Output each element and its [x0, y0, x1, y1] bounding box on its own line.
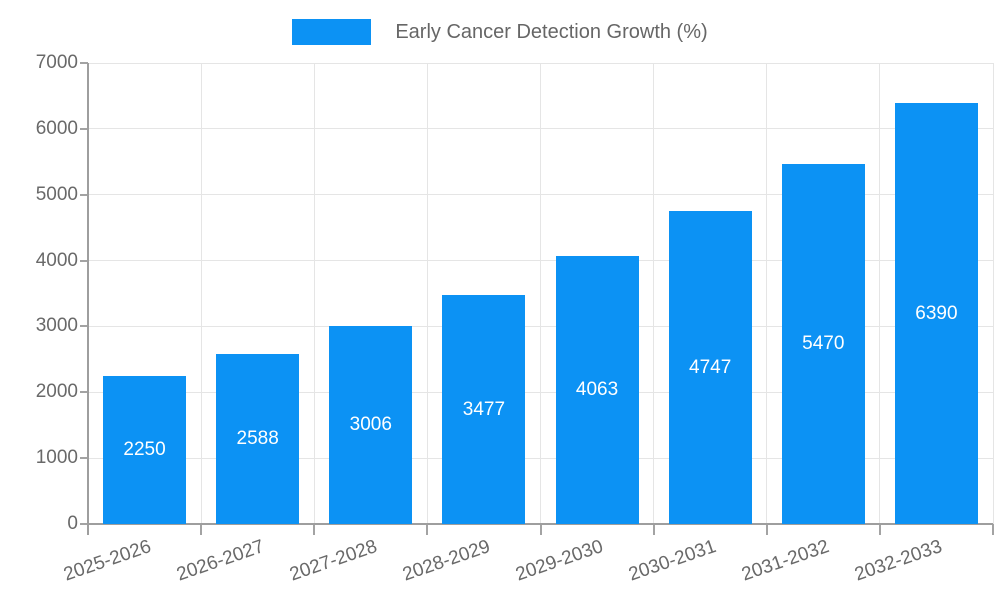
y-tick: [80, 325, 88, 328]
y-tick: [80, 62, 88, 64]
y-axis-tick-label: 7000: [35, 52, 78, 73]
x-gridline: [200, 63, 202, 524]
x-axis-tick-label: 2031-2032: [739, 536, 833, 586]
x-gridline: [879, 63, 881, 524]
x-axis-tick-label: 2027-2028: [286, 536, 380, 586]
bar-2028-2029: [442, 295, 526, 524]
y-tick: [80, 127, 88, 130]
y-axis-tick-label: 0: [67, 513, 78, 534]
x-tick: [878, 524, 881, 535]
x-gridline: [426, 63, 428, 524]
x-tick: [992, 524, 994, 535]
bar-value-label: 3477: [462, 398, 506, 420]
bar-value-label: 4063: [575, 379, 619, 401]
x-gridline: [313, 63, 315, 524]
x-axis-tick-label: 2025-2026: [60, 536, 154, 586]
bar-2026-2027: [216, 353, 300, 524]
bar-2030-2031: [668, 211, 752, 524]
legend-swatch: [292, 19, 372, 45]
y-axis-tick-label: 6000: [35, 117, 78, 139]
x-gridline: [766, 63, 768, 524]
y-tick: [80, 391, 88, 394]
bar-2031-2032: [781, 163, 865, 524]
y-tick: [80, 457, 88, 460]
x-axis-line: [88, 523, 993, 525]
bar-2025-2026: [103, 375, 187, 524]
y-tick: [80, 193, 88, 196]
y-axis-tick-label: 3000: [35, 315, 78, 337]
bar-value-label: 5470: [802, 332, 845, 354]
x-tick: [765, 524, 768, 535]
bar-2029-2030: [555, 256, 639, 524]
x-gridline: [992, 63, 994, 524]
x-tick: [539, 524, 542, 535]
x-tick: [313, 524, 316, 535]
x-axis-tick-label: 2032-2033: [852, 536, 946, 586]
bar-value-label: 2588: [236, 427, 279, 449]
x-gridline: [653, 63, 655, 524]
y-axis-tick-label: 4000: [35, 249, 78, 271]
x-gridline: [540, 63, 541, 524]
y-tick: [80, 523, 88, 525]
x-tick: [652, 524, 655, 535]
bar-value-label: 2250: [123, 438, 166, 460]
bar-value-label: 4747: [689, 356, 732, 378]
y-axis-tick-label: 5000: [35, 183, 78, 205]
x-axis-tick-label: 2030-2031: [626, 536, 720, 586]
x-axis-tick-label: 2026-2027: [173, 536, 267, 586]
y-tick: [80, 259, 88, 262]
y-axis-line: [87, 63, 89, 535]
y-axis-tick-label: 2000: [35, 381, 78, 403]
bar-2027-2028: [329, 326, 413, 524]
x-axis-tick-label: 2028-2029: [400, 536, 493, 586]
bar-value-label: 3006: [349, 414, 392, 436]
x-tick: [200, 524, 203, 535]
bar-value-label: 6390: [915, 302, 958, 324]
chart-legend[interactable]: Early Cancer Detection Growth (%): [0, 17, 1000, 47]
y-axis-tick-label: 1000: [35, 447, 78, 469]
x-tick: [426, 524, 429, 535]
x-axis-tick-label: 2029-2030: [513, 536, 606, 586]
legend-label: Early Cancer Detection Growth (%): [395, 21, 708, 43]
bar-2032-2033: [894, 103, 978, 524]
